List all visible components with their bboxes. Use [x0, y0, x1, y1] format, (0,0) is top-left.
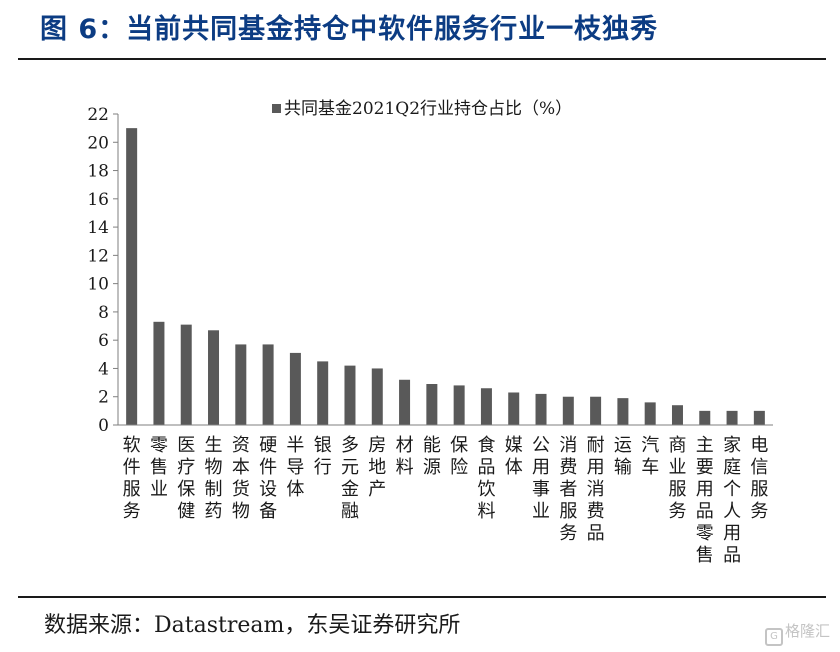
data-source-note: 数据来源：Datastream，东吴证券研究所: [44, 613, 461, 638]
x-tick-label: 资本货物: [232, 435, 250, 522]
bar: [617, 398, 629, 425]
x-tick-label: 消费者服务: [559, 435, 577, 544]
y-tick-label: 22: [87, 105, 109, 125]
legend-swatch: [272, 104, 281, 113]
y-tick-label: 2: [98, 388, 109, 408]
y-tick-label: 20: [87, 133, 109, 153]
bar: [399, 379, 411, 425]
x-tick-label: 生物制药: [205, 435, 223, 522]
x-tick-label: 公用事业: [532, 435, 550, 522]
x-axis: 软件服务零售业医疗保健生物制药资本货物硬件设备半导体银行多元金融房地产材料能源保…: [118, 424, 773, 566]
bar: [235, 344, 247, 425]
y-tick-label: 4: [98, 359, 109, 379]
x-tick-label: 银行: [314, 435, 332, 478]
bar: [671, 405, 683, 425]
bar: [562, 396, 574, 425]
bar: [699, 410, 711, 425]
bar-chart: 共同基金2021Q2行业持仓占比（%） 0246810121416182022 …: [87, 99, 773, 566]
x-tick-label: 零售业: [150, 435, 168, 500]
bar: [153, 321, 165, 425]
g-logo-icon: G: [764, 628, 783, 646]
source-divider: [18, 596, 826, 598]
title-divider: [18, 58, 826, 60]
y-tick-label: 10: [87, 275, 109, 295]
x-tick-label: 硬件设备: [259, 435, 277, 522]
x-tick-label: 主要用品零售: [696, 435, 714, 566]
bar: [289, 352, 301, 425]
watermark-text: 格隆汇: [784, 622, 830, 640]
bar: [317, 361, 329, 425]
bar: [753, 410, 765, 425]
bar: [208, 330, 220, 425]
x-tick-label: 多元金融: [341, 435, 359, 522]
figure-title: 图 6：当前共同基金持仓中软件服务行业一枝独秀: [40, 14, 659, 45]
x-tick-label: 运输: [614, 435, 632, 478]
x-tick-label: 保险: [450, 435, 468, 478]
y-tick-label: 14: [87, 218, 109, 238]
x-tick-label: 医疗保健: [177, 435, 195, 522]
x-tick-label: 房地产: [368, 435, 386, 500]
x-tick-label: 耐用消费品: [587, 435, 605, 544]
y-tick-label: 0: [98, 416, 109, 436]
bar: [644, 402, 656, 425]
chart-legend: 共同基金2021Q2行业持仓占比（%）: [272, 99, 572, 119]
bar: [535, 393, 547, 425]
y-tick-label: 16: [87, 190, 109, 210]
bar: [590, 396, 602, 425]
bar: [262, 344, 274, 425]
bar: [480, 388, 492, 425]
y-tick-label: 6: [98, 331, 109, 351]
bar: [126, 128, 138, 425]
legend-label: 共同基金2021Q2行业持仓占比（%）: [284, 99, 572, 119]
bar: [508, 392, 520, 425]
x-tick-label: 能源: [423, 435, 441, 478]
y-tick-label: 18: [87, 162, 109, 182]
x-tick-label: 媒体: [505, 435, 523, 478]
bar: [453, 385, 465, 425]
bars: [126, 128, 765, 425]
x-tick-label: 汽车: [641, 435, 659, 478]
bar: [371, 368, 383, 425]
x-tick-label: 家庭个人用品: [723, 435, 741, 566]
watermark: G 格隆汇: [764, 620, 830, 646]
bar: [726, 410, 738, 425]
bar: [344, 365, 356, 425]
x-tick-label: 材料: [396, 435, 414, 478]
y-tick-label: 12: [87, 246, 109, 266]
y-axis: 0 2 4 6 8 10 12 14 16 18 20 22: [87, 105, 119, 436]
x-tick-label: 商业服务: [668, 435, 686, 522]
x-tick-label: 电信服务: [750, 435, 768, 522]
y-tick-label: 8: [98, 303, 109, 323]
x-tick-label: 软件服务: [123, 435, 141, 522]
bar: [180, 324, 192, 425]
x-tick-label: 食品饮料: [477, 435, 495, 522]
x-tick-label: 半导体: [286, 435, 304, 500]
bar: [426, 384, 438, 425]
